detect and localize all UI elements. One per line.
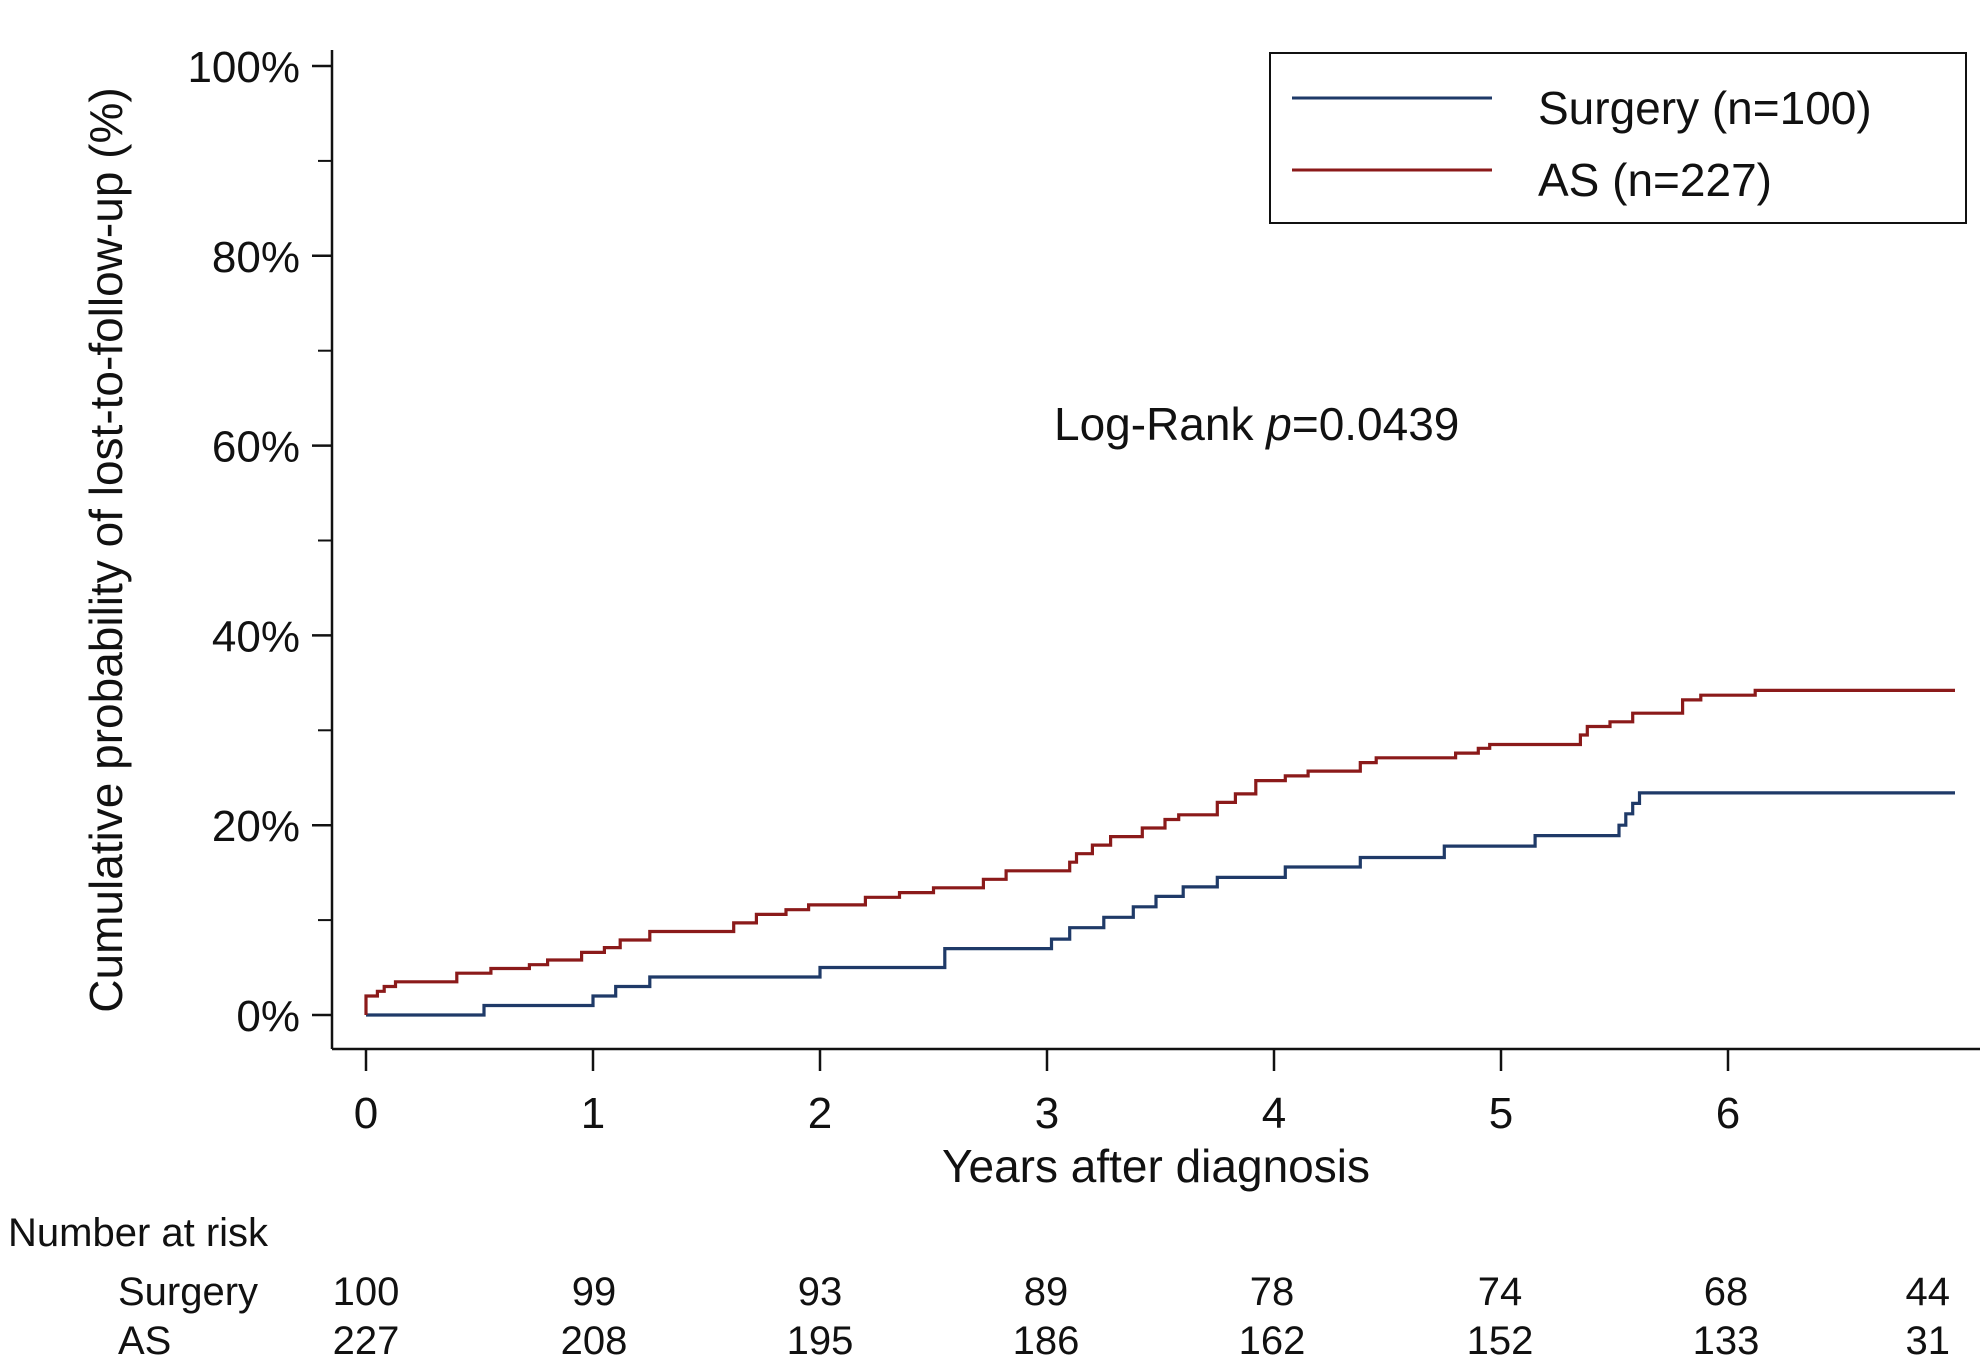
x-axis-ticks: 0 1 2 3 4 5 6 [354,1049,1740,1138]
log-rank-prefix: Log-Rank [1054,398,1266,450]
risk-value-surgery: 99 [572,1270,617,1314]
legend-box [1269,52,1967,224]
x-axis-title: Years after diagnosis [942,1140,1370,1192]
risk-row-label-as: AS [118,1319,171,1361]
x-tick-label: 3 [1035,1089,1059,1138]
series-line-as [364,688,1955,1015]
risk-value-as: 208 [561,1319,628,1361]
x-tick-label: 1 [581,1089,605,1138]
risk-value-as: 162 [1239,1319,1306,1361]
risk-table-values: 100 99 93 89 78 74 68 44 227 208 195 186 162 152 133 31 [333,1270,1950,1361]
y-tick-label: 0% [236,992,300,1041]
y-tick-label: 100% [187,43,300,92]
series-line-surgery [366,791,1955,1017]
log-rank-p: p [1264,398,1292,450]
risk-value-surgery: 93 [798,1270,843,1314]
risk-value-surgery: 100 [333,1270,400,1314]
risk-value-as: 152 [1467,1319,1534,1361]
log-rank-annotation: Log-Rank p=0.0439 [1054,398,1459,450]
risk-table-title: Number at risk [8,1211,269,1255]
risk-value-as: 186 [1013,1319,1080,1361]
risk-value-as: 227 [333,1319,400,1361]
legend-label-as: AS (n=227) [1538,154,1772,206]
legend-label-surgery: Surgery (n=100) [1538,82,1872,134]
x-tick-label: 6 [1716,1089,1740,1138]
risk-value-as: 133 [1693,1319,1760,1361]
legend: Surgery (n=100) AS (n=227) [1269,52,1967,224]
risk-value-surgery: 89 [1024,1270,1069,1314]
y-tick-label: 40% [212,612,300,661]
risk-value-surgery: 68 [1704,1270,1749,1314]
y-tick-label: 80% [212,233,300,282]
series-layer [364,688,1955,1017]
risk-value-surgery: 78 [1250,1270,1295,1314]
x-tick-label: 4 [1262,1089,1286,1138]
x-tick-label: 0 [354,1089,378,1138]
log-rank-value: =0.0439 [1292,398,1460,450]
risk-value-as: 31 [1906,1319,1951,1361]
risk-value-as: 195 [787,1319,854,1361]
risk-value-surgery: 74 [1478,1270,1523,1314]
y-axis-title: Cumulative probability of lost-to-follow… [80,87,132,1012]
risk-row-label-surgery: Surgery [118,1270,258,1314]
y-tick-label: 20% [212,802,300,851]
x-tick-label: 2 [808,1089,832,1138]
y-tick-label: 60% [212,423,300,472]
risk-value-surgery: 44 [1906,1270,1951,1314]
x-tick-label: 5 [1489,1089,1513,1138]
y-axis-ticks: 0% 20% 40% 60% 80% 100% [187,43,332,1041]
